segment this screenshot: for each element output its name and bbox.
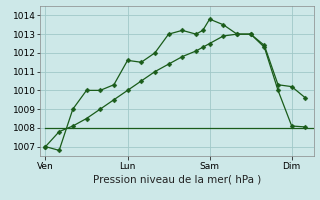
X-axis label: Pression niveau de la mer( hPa ): Pression niveau de la mer( hPa ) bbox=[93, 175, 261, 185]
